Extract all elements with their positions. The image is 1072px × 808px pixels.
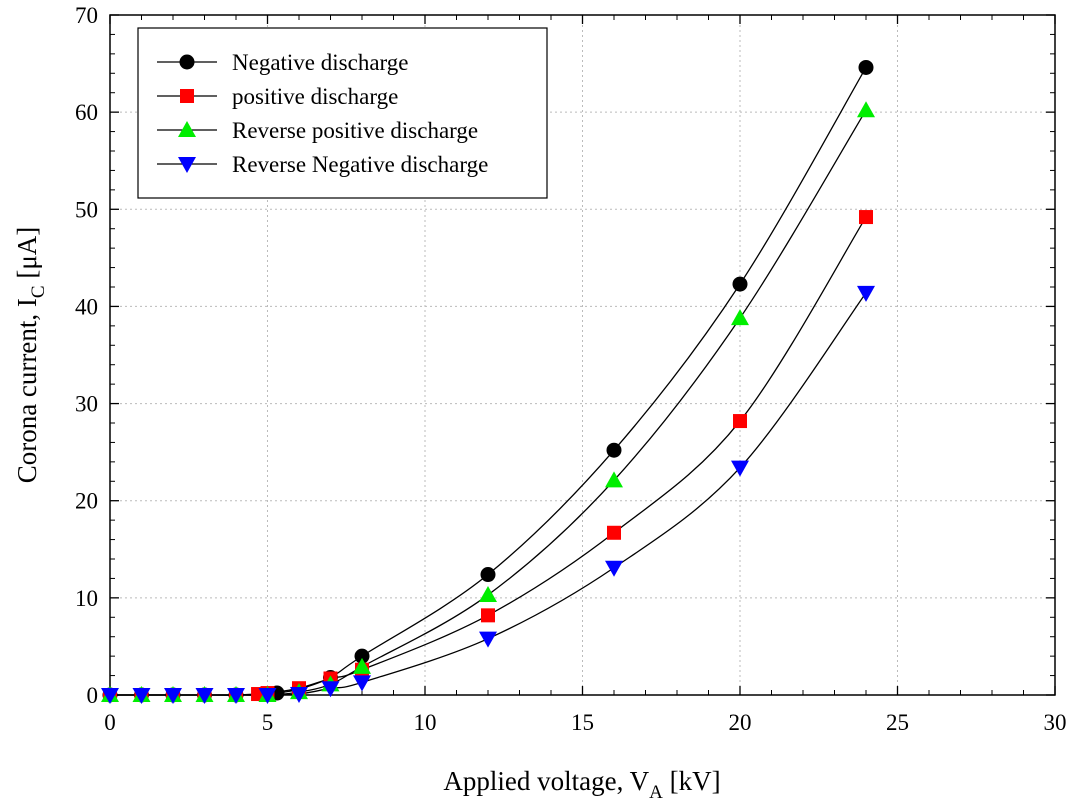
y-axis-title-main: Corona current, I xyxy=(12,298,42,483)
data-point xyxy=(354,648,370,664)
legend-label: Negative discharge xyxy=(232,50,408,75)
y-tick-label: 50 xyxy=(75,197,98,222)
data-point xyxy=(101,688,119,704)
legend: Negative discharge positive discharge Reve… xyxy=(137,27,548,199)
data-point xyxy=(353,657,371,674)
series-line-2 xyxy=(110,216,867,696)
y-axis-title-subscript: C xyxy=(28,285,49,298)
y-tick-label: 30 xyxy=(75,392,98,417)
x-tick-label: 20 xyxy=(729,710,752,735)
legend-item-4: Reverse Negative discharge xyxy=(157,152,488,177)
x-tick-label: 15 xyxy=(571,710,594,735)
x-axis-title-main: Applied voltage, V xyxy=(443,766,649,796)
data-point xyxy=(605,471,623,488)
legend-label: positive discharge xyxy=(232,84,398,109)
y-tick-label: 70 xyxy=(75,3,98,28)
data-point xyxy=(479,631,497,648)
legend-label: Reverse Negative discharge xyxy=(232,152,488,177)
legend-marker xyxy=(179,54,195,70)
data-point xyxy=(857,285,875,302)
data-point xyxy=(353,675,371,692)
data-point xyxy=(164,688,182,704)
x-axis-title-unit: [kV] xyxy=(663,766,721,796)
legend-item-3: Reverse positive discharge xyxy=(157,118,478,143)
legend-label: Reverse positive discharge xyxy=(232,118,478,143)
y-tick-label: 40 xyxy=(75,294,98,319)
x-tick-label: 0 xyxy=(104,710,116,735)
data-point xyxy=(732,276,748,292)
data-point xyxy=(607,525,621,540)
axis-tick-labels: 0 5 10 15 20 25 30 0 10 20 30 40 50 60 70 xyxy=(75,3,1067,735)
x-tick-label: 10 xyxy=(414,710,437,735)
x-axis-title-subscript: A xyxy=(649,782,663,803)
data-point xyxy=(481,608,495,623)
data-point xyxy=(227,688,245,704)
data-point xyxy=(605,560,623,577)
y-tick-label: 20 xyxy=(75,489,98,514)
y-tick-label: 10 xyxy=(75,586,98,611)
data-point xyxy=(731,309,749,326)
legend-marker xyxy=(178,121,196,137)
data-point xyxy=(132,688,151,704)
data-point xyxy=(857,101,875,118)
grid-lines xyxy=(110,15,1055,695)
data-point xyxy=(731,460,749,477)
data-point xyxy=(290,687,308,704)
data-point xyxy=(606,442,622,458)
x-tick-label: 5 xyxy=(262,710,274,735)
x-axis-title: Applied voltage, VA [kV] xyxy=(443,766,720,803)
y-axis-title: Corona current, IC [μA] xyxy=(12,227,49,484)
series-markers-4 xyxy=(101,285,875,704)
y-tick-label: 0 xyxy=(87,683,99,708)
data-point xyxy=(480,567,496,583)
data-point xyxy=(479,585,497,602)
data-point xyxy=(321,681,340,698)
data-point xyxy=(859,210,873,225)
x-tick-label: 25 xyxy=(886,710,909,735)
y-tick-label: 60 xyxy=(75,100,98,125)
data-point xyxy=(258,688,277,704)
legend-box xyxy=(137,27,548,199)
legend-item-2: positive discharge xyxy=(157,84,398,109)
legend-marker xyxy=(178,157,196,173)
legend-marker xyxy=(180,89,194,103)
data-point xyxy=(195,688,214,704)
data-point xyxy=(733,414,747,429)
series-markers-2 xyxy=(103,210,873,702)
legend-item-1: Negative discharge xyxy=(157,50,408,75)
data-point xyxy=(858,59,874,75)
series-markers xyxy=(101,59,875,704)
y-axis-title-unit: [μA] xyxy=(12,227,42,286)
x-tick-label: 30 xyxy=(1044,710,1067,735)
